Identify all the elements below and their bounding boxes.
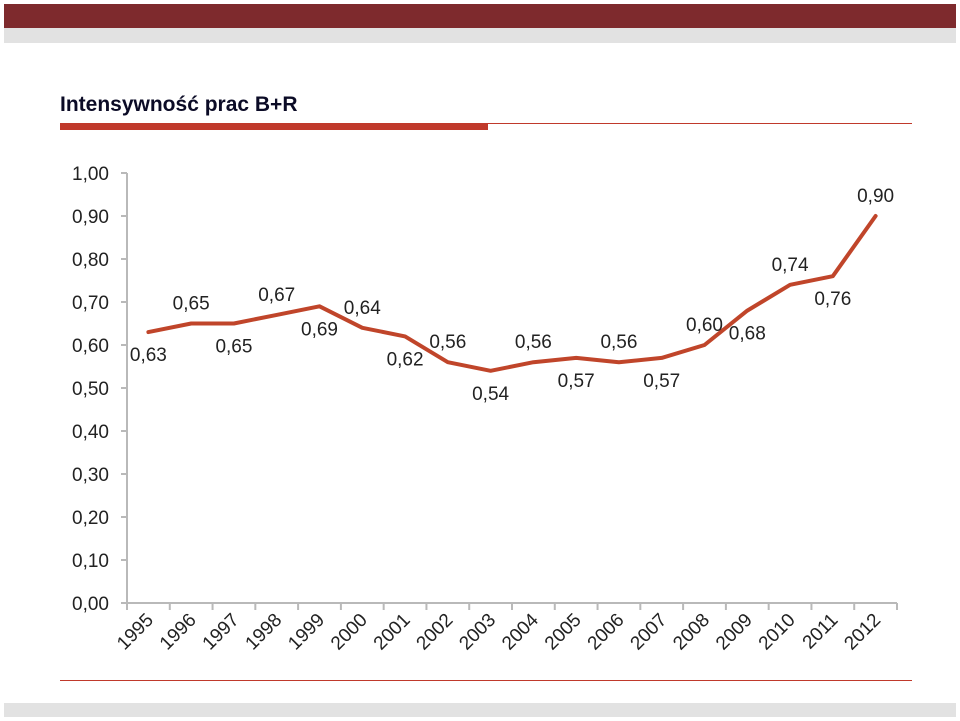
y-tick-label: 0,20 bbox=[72, 508, 109, 529]
x-tick-label: 2008 bbox=[669, 610, 714, 655]
x-tick-label: 2011 bbox=[799, 610, 843, 654]
data-label: 0,62 bbox=[387, 349, 424, 370]
x-tick-label: 1996 bbox=[156, 610, 201, 655]
x-tick-label: 1997 bbox=[199, 610, 244, 655]
data-label: 0,56 bbox=[600, 332, 637, 353]
chart-series bbox=[146, 214, 878, 373]
y-tick-label: 0,90 bbox=[72, 207, 109, 228]
data-label: 0,60 bbox=[686, 315, 723, 336]
header-strip bbox=[4, 28, 956, 43]
x-tick-label: 2000 bbox=[327, 610, 372, 655]
data-label: 0,64 bbox=[344, 298, 381, 319]
data-label: 0,74 bbox=[772, 255, 809, 276]
data-label: 0,57 bbox=[558, 371, 595, 392]
y-tick-label: 0,70 bbox=[72, 293, 109, 314]
footer-rule bbox=[60, 680, 912, 681]
x-tick-label: 2004 bbox=[498, 609, 543, 654]
data-label: 0,56 bbox=[515, 332, 552, 353]
y-tick-label: 0,40 bbox=[72, 422, 109, 443]
y-tick-label: 0,00 bbox=[72, 594, 109, 615]
y-tick-label: 0,10 bbox=[72, 551, 109, 572]
y-tick-label: 0,80 bbox=[72, 250, 109, 271]
data-label: 0,65 bbox=[173, 294, 210, 315]
chart-axes: 0,00 0,10 0,20 0,30 0,40 0,50 0,60 0,70 0,80 0,90… bbox=[72, 164, 898, 655]
x-tick-label: 2006 bbox=[584, 610, 629, 655]
data-label: 0,63 bbox=[130, 345, 167, 366]
data-label: 0,67 bbox=[258, 285, 295, 306]
title-underline-accent bbox=[60, 123, 488, 130]
y-tick-label: 1,00 bbox=[72, 164, 109, 185]
x-tick-label: 2003 bbox=[455, 610, 500, 655]
y-tick-label: 0,30 bbox=[72, 465, 109, 486]
data-label: 0,56 bbox=[429, 332, 466, 353]
x-tick-label: 2005 bbox=[541, 610, 586, 655]
x-tick-label: 1999 bbox=[284, 610, 329, 655]
x-tick-label: 2012 bbox=[840, 610, 885, 655]
x-tick-label: 2002 bbox=[413, 610, 458, 655]
footer-strip bbox=[4, 703, 956, 717]
x-tick-label: 1995 bbox=[113, 610, 158, 655]
x-tick-label: 2001 bbox=[370, 610, 415, 655]
series-line bbox=[146, 214, 878, 373]
x-tick-label: 2007 bbox=[627, 610, 672, 655]
x-tick-label: 1998 bbox=[242, 610, 287, 655]
data-label: 0,57 bbox=[643, 371, 680, 392]
y-tick-label: 0,50 bbox=[72, 379, 109, 400]
data-label: 0,68 bbox=[729, 324, 766, 345]
slide-title: Intensywność prac B+R bbox=[60, 93, 298, 116]
y-tick-label: 0,60 bbox=[72, 336, 109, 357]
data-label: 0,69 bbox=[301, 319, 338, 340]
chart-data-labels: 0,630,650,650,670,690,640,620,560,540,56… bbox=[130, 186, 894, 405]
header-band bbox=[4, 4, 956, 28]
data-label: 0,76 bbox=[814, 289, 851, 310]
x-tick-label: 2010 bbox=[755, 610, 800, 655]
data-label: 0,90 bbox=[857, 186, 894, 207]
data-label: 0,54 bbox=[472, 384, 509, 405]
data-label: 0,65 bbox=[215, 337, 252, 358]
x-tick-label: 2009 bbox=[712, 610, 757, 655]
